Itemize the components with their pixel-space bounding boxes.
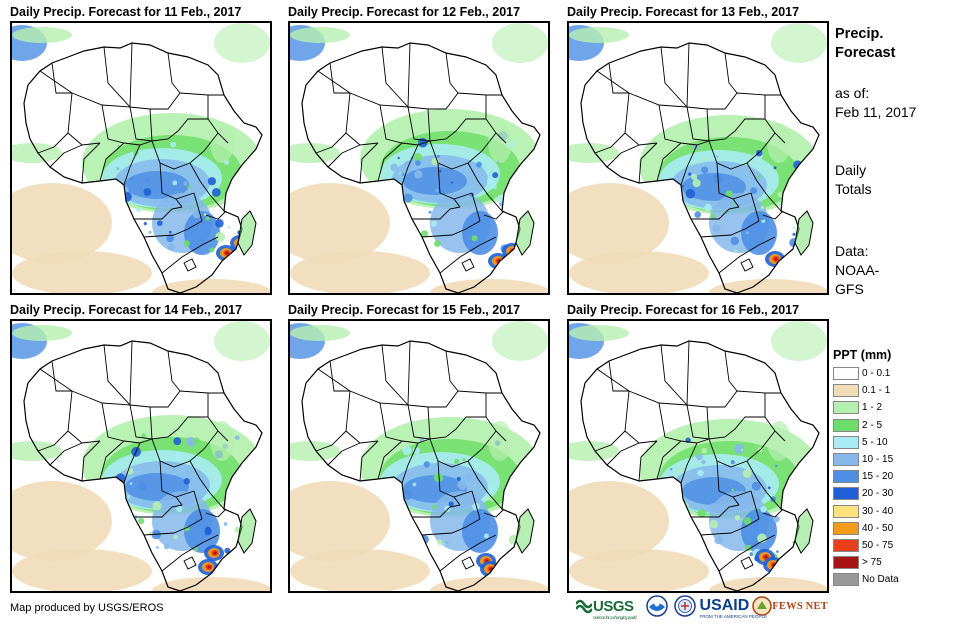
legend-swatch — [833, 470, 859, 484]
legend-label: 15 - 20 — [862, 471, 894, 483]
legend-item: 10 - 15 — [833, 451, 958, 468]
usaid-logo: USAID FROM THE AMERICAN PEOPLE — [699, 597, 767, 619]
legend-swatch — [833, 573, 859, 587]
legend-item: 15 - 20 — [833, 468, 958, 485]
legend-label: 0 - 0.1 — [862, 368, 891, 380]
legend-label: 30 - 40 — [862, 505, 894, 517]
legend-label: 20 - 30 — [862, 488, 894, 500]
legend: PPT (mm) 0 - 0.1 0.1 - 1 1 - 2 2 - 5 5 - 10 1… — [833, 348, 958, 588]
legend-label: 2 - 5 — [862, 419, 883, 431]
africa-map — [569, 321, 827, 591]
panel-title: Daily Precip. Forecast for 11 Feb., 2017 — [10, 5, 242, 19]
totals-line1: Daily — [835, 162, 867, 178]
legend-label: > 75 — [862, 557, 882, 569]
usgs-logo-text: USGS — [593, 597, 634, 615]
as-of-label: as of: — [835, 85, 870, 101]
data-source-block: Data: NOAA- GFS — [835, 242, 879, 299]
legend-item: 5 - 10 — [833, 434, 958, 451]
precip-map — [567, 21, 829, 295]
africa-map — [12, 321, 270, 591]
legend-label: 1 - 2 — [862, 402, 883, 414]
legend-item: 30 - 40 — [833, 503, 958, 520]
usgs-logo: USGS science for a changing world — [593, 597, 637, 620]
fews-net-logo: FEWS NET — [772, 600, 828, 612]
africa-map — [290, 23, 548, 293]
legend-title: PPT (mm) — [833, 348, 892, 362]
legend-swatch — [833, 384, 859, 398]
usda-seal-icon — [673, 595, 696, 617]
legend-swatch — [833, 453, 859, 467]
sidebar-title-line2: Forecast — [835, 45, 896, 61]
panel-title: Daily Precip. Forecast for 13 Feb., 2017 — [567, 5, 800, 19]
legend-item: 20 - 30 — [833, 485, 958, 502]
legend-item: 2 - 5 — [833, 417, 958, 434]
logo-strip: USGS science for a changing world USAID … — [576, 592, 828, 620]
legend-label: 0.1 - 1 — [862, 385, 891, 397]
noaa-logo-icon — [645, 595, 668, 617]
legend-rows: 0 - 0.1 0.1 - 1 1 - 2 2 - 5 5 - 10 10 - 15 15 … — [833, 365, 958, 588]
legend-label: 40 - 50 — [862, 522, 894, 534]
usgs-tagline: science for a changing world — [593, 614, 637, 620]
legend-item: No Data — [833, 571, 958, 588]
africa-map — [290, 321, 548, 591]
precip-map — [10, 21, 272, 295]
data-source-line1: Data: — [835, 243, 869, 259]
totals-block: Daily Totals — [835, 161, 872, 199]
panel-title: Daily Precip. Forecast for 16 Feb., 2017 — [567, 303, 800, 317]
africa-map — [569, 23, 827, 293]
legend-swatch — [833, 504, 859, 518]
legend-item: 1 - 2 — [833, 399, 958, 416]
usgs-wave-icon — [576, 599, 592, 614]
sidebar-title: Precip. Forecast — [835, 25, 895, 63]
legend-label: 50 - 75 — [862, 539, 894, 551]
map-credit: Map produced by USGS/EROS — [10, 602, 164, 614]
panel-title: Daily Precip. Forecast for 12 Feb., 2017 — [288, 5, 521, 19]
usaid-logo-text: USAID — [699, 597, 750, 614]
legend-item: 40 - 50 — [833, 520, 958, 537]
totals-line2: Totals — [835, 181, 872, 197]
legend-item: 50 - 75 — [833, 537, 958, 554]
legend-label: 5 - 10 — [862, 436, 888, 448]
data-source-line2: NOAA- — [835, 262, 880, 278]
legend-item: 0.1 - 1 — [833, 382, 958, 399]
as-of-date: Feb 11, 2017 — [835, 104, 917, 120]
sidebar-title-line1: Precip. — [835, 26, 884, 42]
legend-label: No Data — [862, 574, 899, 586]
legend-swatch — [833, 521, 859, 535]
panel-title: Daily Precip. Forecast for 14 Feb., 2017 — [10, 303, 243, 317]
precip-map — [288, 21, 550, 295]
legend-swatch — [833, 418, 859, 432]
precip-map — [10, 319, 272, 593]
precip-map — [288, 319, 550, 593]
africa-map — [12, 23, 270, 293]
data-source-line3: GFS — [835, 281, 864, 297]
legend-swatch — [833, 367, 859, 381]
legend-swatch — [833, 538, 859, 552]
fews-net-icon — [752, 596, 773, 616]
legend-swatch — [833, 556, 859, 570]
precip-map — [567, 319, 829, 593]
legend-swatch — [833, 435, 859, 449]
legend-swatch — [833, 487, 859, 501]
panel-title: Daily Precip. Forecast for 15 Feb., 2017 — [288, 303, 521, 317]
as-of-block: as of: Feb 11, 2017 — [835, 84, 916, 122]
usaid-tagline: FROM THE AMERICAN PEOPLE — [699, 614, 767, 619]
legend-item: > 75 — [833, 554, 958, 571]
legend-item: 0 - 0.1 — [833, 365, 958, 382]
legend-swatch — [833, 401, 859, 415]
legend-label: 10 - 15 — [862, 454, 894, 466]
